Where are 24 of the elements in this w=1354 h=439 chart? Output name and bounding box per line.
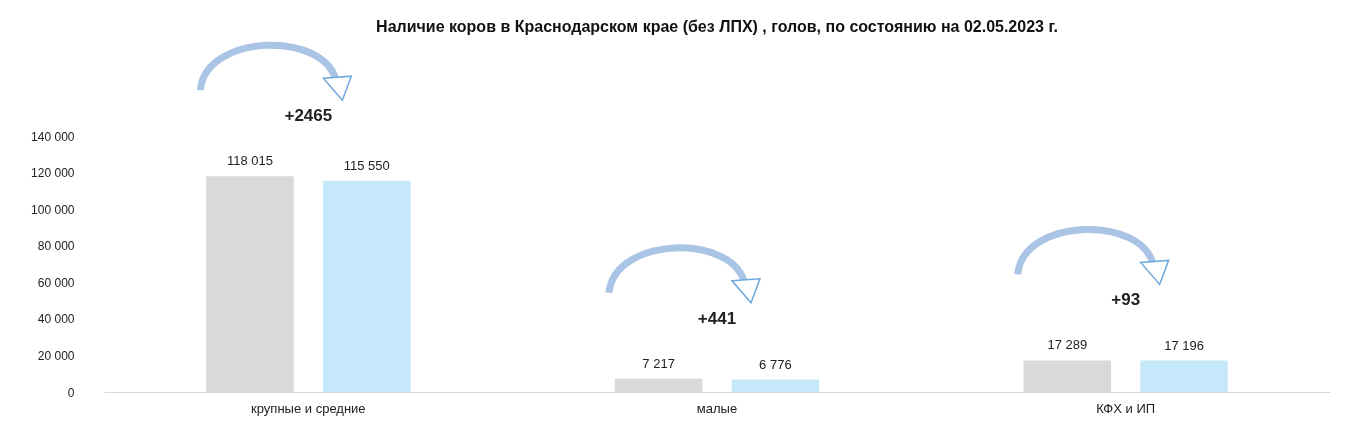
y-tick-label: 40 000	[37, 312, 75, 327]
bar	[322, 180, 411, 392]
bar	[1140, 360, 1228, 392]
y-tick-label: 100 000	[31, 202, 75, 217]
y-tick-label: 60 000	[37, 275, 75, 290]
annotation: +441	[697, 308, 737, 328]
y-tick-label: 20 000	[37, 348, 75, 363]
data-label: 118 015	[226, 153, 273, 169]
y-tick-label: 80 000	[37, 239, 75, 254]
x-tick-label: крупные и средние	[251, 400, 366, 416]
x-tick-label: малые	[696, 400, 738, 416]
bar	[731, 379, 820, 392]
y-tick-label: 120 000	[31, 166, 75, 181]
data-label: 17 289	[1047, 337, 1088, 353]
annotation: +93	[1111, 290, 1141, 310]
chart-title: Наличие коров в Краснодарском крае (без ЛПХ) , голов, по состоянию на 02.05.2023 г.	[376, 18, 1058, 36]
x-tick-label: КФХ и ИП	[1096, 400, 1156, 416]
data-label: 7 217	[642, 355, 675, 371]
data-label: 6 776	[759, 356, 792, 372]
data-label: 17 196	[1164, 337, 1204, 353]
text: +2465	[284, 106, 333, 126]
data-label: 115 550	[343, 157, 390, 173]
y-tick-label: 140 000	[31, 129, 75, 144]
y-tick-label: 0	[67, 385, 75, 400]
